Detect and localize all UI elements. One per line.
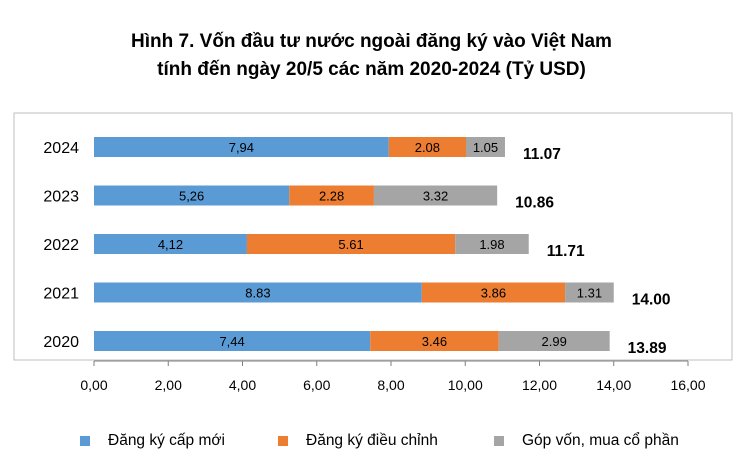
x-tick-label-8: 16,00 [670,377,705,393]
bar-2024-series-2 [465,137,505,157]
x-tick-label-2: 4,00 [229,377,256,393]
x-tick-label-5: 10,00 [448,377,483,393]
total-label-2020: 13.89 [628,340,667,357]
bar-2020-series-0 [94,331,371,351]
category-label-2022: 2022 [43,237,79,254]
bar-2022-series-2 [455,234,529,254]
data-label-2022-series-1: 5.61 [338,237,363,252]
legend-item-2: Góp vốn, mua cổ phần [494,432,679,450]
bar-2024-series-0 [94,137,389,157]
bar-2021-series-0 [94,282,422,303]
data-label-2021-series-1: 3.86 [481,286,506,301]
legend-item-1: Đăng ký điều chỉnh [278,432,438,450]
category-label-2024: 2024 [43,140,79,157]
legend-swatch-0 [80,436,90,446]
data-label-2022-series-0: 4,12 [158,237,183,252]
bar-2023-series-0 [94,185,290,206]
data-label-2020-series-0: 7,44 [219,334,244,349]
total-label-2021: 14.00 [632,292,671,309]
category-label-2020: 2020 [43,334,79,351]
category-label-2021: 2021 [43,286,79,303]
x-tick-label-1: 2,00 [155,377,182,393]
data-label-2023-series-2: 3.32 [423,189,448,204]
data-label-2024-series-2: 1.05 [473,140,498,155]
bar-2022-series-1 [246,234,456,254]
data-label-2021-series-2: 1.31 [577,286,602,301]
data-label-2024-series-1: 2.08 [415,140,440,155]
x-tick-label-4: 8,00 [377,377,404,393]
legend-label-1: Đăng ký điều chỉnh [306,432,438,449]
total-label-2022: 11.71 [547,243,585,260]
data-label-2020-series-2: 2.99 [542,334,567,349]
legend-item-0: Đăng ký cấp mới [80,432,225,450]
bar-2024-series-1 [388,137,466,157]
bar-2022-series-0 [94,234,247,254]
data-label-2023-series-0: 5,26 [179,189,204,204]
x-tick-label-0: 0,00 [80,377,107,393]
legend-swatch-1 [278,436,288,446]
chart-subtitle: tính đến ngày 20/5 các năm 2020-2024 (Tỷ… [157,59,586,80]
data-label-2021-series-0: 8.83 [245,286,270,301]
legend-label-2: Góp vốn, mua cổ phần [522,432,679,449]
bar-2023-series-1 [289,185,374,206]
x-tick-label-6: 12,00 [522,377,557,393]
bar-2020-series-2 [498,331,610,351]
data-label-2020-series-1: 3.46 [422,334,447,349]
data-label-2022-series-2: 1.98 [479,237,504,252]
x-tick-label-7: 14,00 [596,377,631,393]
data-label-2024-series-0: 7,94 [229,140,254,155]
bar-2021-series-1 [421,282,566,303]
total-label-2023: 10.86 [515,195,554,212]
legend-swatch-2 [494,436,504,446]
legend-label-0: Đăng ký cấp mới [108,432,225,449]
category-label-2023: 2023 [43,189,79,206]
bar-2023-series-2 [373,185,498,206]
x-tick-label-3: 6,00 [303,377,330,393]
total-label-2024: 11.07 [523,146,561,163]
chart-legend: Đăng ký cấp mới Đăng ký điều chỉnh Góp vốn… [0,432,743,452]
bar-2021-series-2 [565,282,614,303]
bar-2020-series-1 [370,331,499,351]
data-label-2023-series-1: 2.28 [319,189,344,204]
chart-title: Hình 7. Vốn đầu tư nước ngoài đăng ký và… [131,31,612,52]
